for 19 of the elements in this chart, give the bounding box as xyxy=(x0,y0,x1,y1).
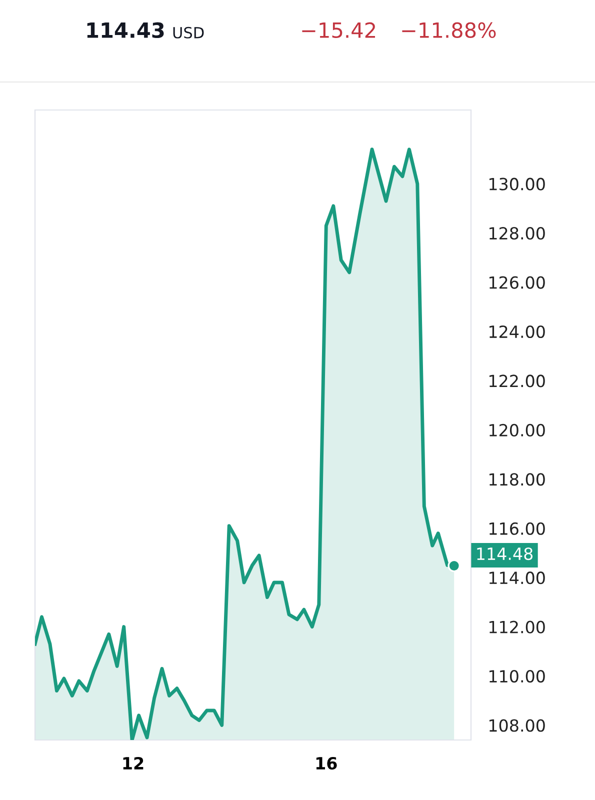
y-tick-label: 130.00 xyxy=(489,178,545,190)
text: 114.48 xyxy=(477,547,533,560)
text: USD xyxy=(173,26,204,38)
y-tick-label: 122.00 xyxy=(489,374,545,388)
y-tick-label: 110.00 xyxy=(489,670,545,683)
y-tick-label: 114.00 xyxy=(489,572,545,584)
y-tick-label: 118.00 xyxy=(489,473,545,486)
y-tick-label: 112.00 xyxy=(489,620,545,634)
y-tick-label: 108.00 xyxy=(489,719,545,732)
y-tick-label: 124.00 xyxy=(489,325,545,338)
y-tick-label: 126.00 xyxy=(489,276,545,289)
y-tick-label: 128.00 xyxy=(489,227,545,240)
y-tick-label: 120.00 xyxy=(489,424,545,436)
text: −11.88% xyxy=(402,22,496,38)
text: −15.42 xyxy=(302,22,376,38)
x-tick-label: 16 xyxy=(316,756,337,770)
x-tick-label: 12 xyxy=(123,756,144,770)
chart-title: 114.43 xyxy=(87,22,164,38)
y-tick-label: 116.00 xyxy=(489,522,545,535)
